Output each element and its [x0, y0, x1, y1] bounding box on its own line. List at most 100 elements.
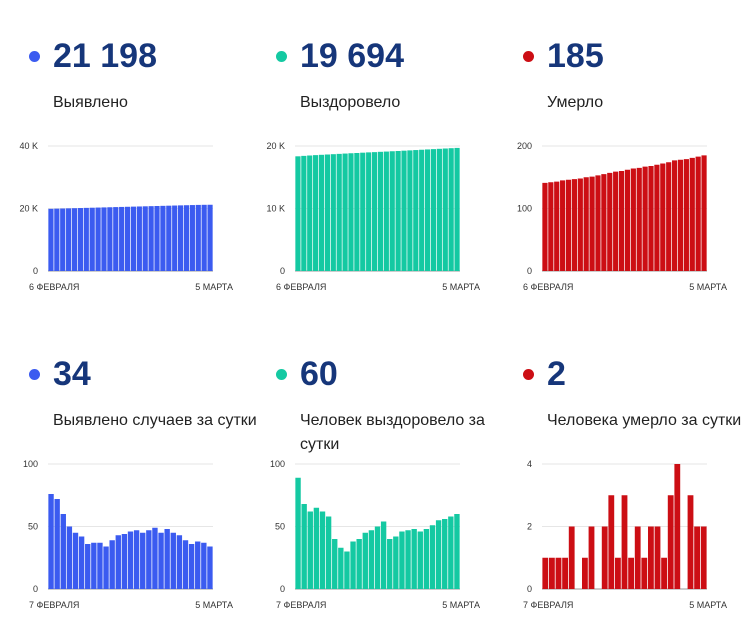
bar — [589, 176, 595, 271]
bar — [448, 516, 454, 589]
panel-died: 185 Умерло 0 100 200 6 ФЕВРАЛЯ 5 МАРТА — [517, 0, 753, 310]
bar — [366, 152, 372, 271]
x-label-start: 7 ФЕВРАЛЯ — [523, 600, 573, 610]
bar — [417, 531, 423, 589]
bar — [166, 205, 172, 271]
bar — [136, 206, 142, 271]
bar — [454, 514, 460, 589]
bar — [91, 542, 97, 589]
bar — [701, 155, 707, 271]
bar — [677, 159, 684, 271]
bar — [201, 204, 207, 271]
bar — [48, 208, 54, 271]
bar — [430, 149, 437, 271]
bar — [95, 207, 101, 271]
bar — [695, 156, 701, 271]
bar — [188, 544, 195, 589]
bar — [324, 154, 331, 271]
bar — [548, 557, 555, 589]
x-label-start: 6 ФЕВРАЛЯ — [276, 282, 326, 292]
bar — [368, 530, 375, 589]
bar — [661, 557, 668, 589]
bar — [60, 514, 66, 589]
bar — [301, 155, 307, 271]
headline-value: 185 — [547, 37, 604, 75]
bar — [360, 152, 366, 271]
headline-label: Выявлено случаев за сутки — [53, 412, 257, 429]
bar — [618, 171, 625, 271]
bar — [130, 206, 137, 271]
bar — [115, 535, 121, 589]
bar — [182, 540, 189, 589]
bar — [127, 531, 134, 589]
bar — [189, 205, 195, 271]
bar — [442, 519, 448, 589]
bar — [301, 504, 307, 589]
bar — [152, 527, 158, 589]
bar — [172, 205, 178, 271]
headline-label: Выявлено — [53, 94, 128, 111]
bar — [648, 166, 654, 271]
bar — [362, 532, 368, 589]
panel-died-daily: 2 Человека умерло за сутки 0 2 4 7 ФЕВРАЛЯ 5… — [518, 318, 753, 628]
y-tick-label: 40 K — [19, 141, 38, 151]
headline-value: 19 694 — [300, 37, 404, 75]
bar — [435, 520, 442, 589]
bar — [344, 551, 350, 589]
bar — [583, 177, 589, 271]
bar — [338, 547, 344, 589]
bar — [158, 532, 164, 589]
bar — [542, 182, 548, 271]
bar — [307, 155, 313, 271]
bar — [413, 150, 419, 271]
panel-recovered: 19 694 Выздоровело 0 10 K 20 K 6 ФЕВРАЛЯ 5 М… — [266, 0, 511, 310]
bar — [133, 530, 140, 589]
series-dot — [29, 369, 40, 380]
bar — [332, 539, 338, 589]
bar — [374, 526, 381, 589]
bar — [595, 175, 601, 271]
bar — [148, 206, 154, 271]
series-dot — [29, 51, 40, 62]
x-label-end: 5 МАРТА — [442, 282, 480, 292]
series-dot — [523, 369, 534, 380]
bar — [380, 521, 387, 589]
panel-recovered-daily: 60 Человек выздоровело за сутки 0 50 100 7 … — [270, 318, 511, 628]
bar-chart: 0 10 K 20 K 6 ФЕВРАЛЯ 5 МАРТА — [266, 141, 480, 292]
bar — [634, 526, 641, 589]
bar — [654, 164, 660, 271]
bar — [354, 153, 360, 271]
x-label-start: 6 ФЕВРАЛЯ — [29, 282, 79, 292]
bar — [377, 151, 384, 271]
bar — [666, 162, 672, 271]
bar — [325, 516, 332, 589]
headline-label: Умерло — [547, 94, 604, 111]
headline-value: 21 198 — [53, 37, 157, 75]
y-tick-label: 100 — [517, 204, 532, 214]
bar — [207, 204, 213, 271]
bar — [571, 179, 578, 271]
bar — [170, 532, 176, 589]
bar — [601, 526, 608, 589]
y-tick-label: 2 — [527, 522, 532, 532]
bar — [555, 557, 562, 589]
bar — [399, 531, 405, 589]
bar-chart: 0 100 200 6 ФЕВРАЛЯ 5 МАРТА — [517, 141, 727, 292]
bar — [121, 534, 128, 589]
headline-value: 60 — [300, 355, 338, 393]
bar — [350, 541, 356, 589]
y-tick-label: 50 — [275, 522, 285, 532]
bar — [419, 149, 425, 271]
bar — [48, 494, 54, 589]
bar — [401, 150, 407, 271]
bar — [164, 529, 170, 589]
bar — [109, 540, 115, 589]
bar — [687, 495, 694, 589]
bar — [641, 557, 648, 589]
headline-value: 34 — [53, 355, 91, 393]
series-dot — [276, 51, 287, 62]
bar — [628, 557, 635, 589]
bar — [614, 557, 621, 589]
bar — [342, 153, 348, 271]
bar — [621, 495, 628, 589]
